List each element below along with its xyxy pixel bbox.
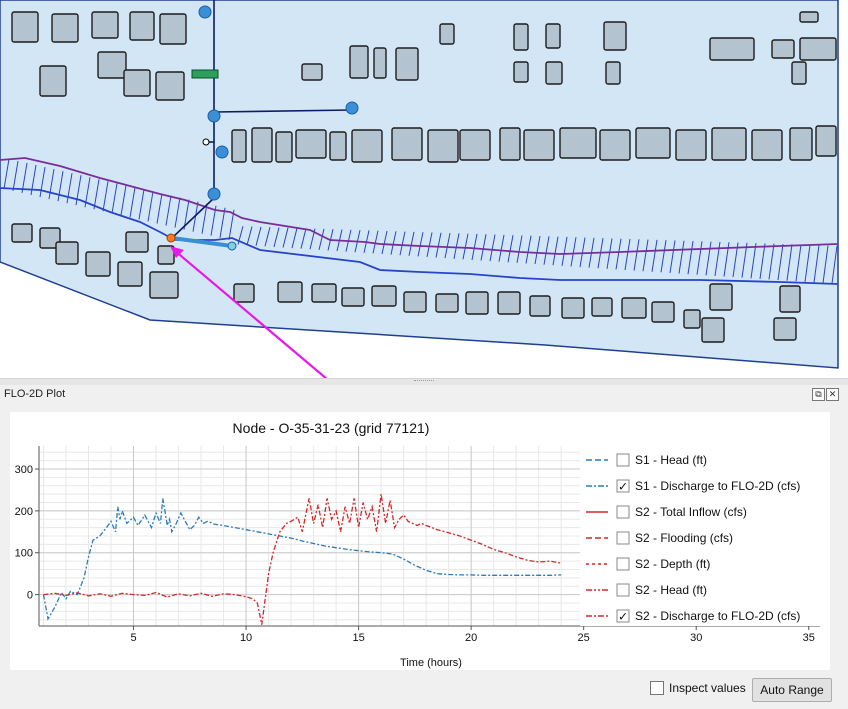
x-tick-label: 5 [130, 632, 136, 644]
plot-title: Node - O-35-31-23 (grid 77121) [233, 420, 430, 436]
legend-check-mark: ✓ [618, 480, 628, 494]
x-tick-label: 25 [578, 632, 590, 644]
legend-check-mark: ✓ [618, 610, 628, 624]
x-tick-label: 20 [465, 632, 477, 644]
inspect-values-label: Inspect values [669, 681, 746, 695]
x-tick-label: 30 [690, 632, 702, 644]
y-tick-label: 300 [15, 464, 33, 476]
x-tick-label: 10 [240, 632, 252, 644]
map-canvas[interactable] [0, 0, 848, 378]
legend-label[interactable]: S2 - Depth (ft) [635, 557, 710, 571]
legend-label[interactable]: S2 - Head (ft) [635, 583, 707, 597]
street-boundary-upper [0, 157, 839, 255]
pump-structure[interactable] [191, 69, 219, 79]
legend-checkbox[interactable] [616, 609, 630, 623]
y-tick-label: 100 [15, 548, 33, 560]
series-line-s2-discharge [43, 494, 562, 625]
plot-legend[interactable]: S1 - Head (ft) ✓ S1 - Discharge to FLO-2D … [580, 446, 820, 626]
legend-checkbox[interactable] [616, 479, 630, 493]
series-line-s1-discharge [42, 498, 562, 621]
legend-label[interactable]: S1 - Head (ft) [635, 453, 707, 467]
legend-label[interactable]: S2 - Total Inflow (cfs) [635, 505, 747, 519]
plot-series [42, 494, 562, 625]
auto-range-button[interactable]: Auto Range [752, 678, 832, 702]
map-svg[interactable] [0, 0, 848, 378]
float-panel-button[interactable]: ⧉ [812, 388, 825, 401]
x-tick-label: 15 [352, 632, 364, 644]
inlet-nodes[interactable] [198, 5, 359, 251]
street-cross-sections [3, 158, 838, 284]
x-axis-label: Time (hours) [400, 657, 462, 669]
legend-checkbox[interactable] [616, 453, 630, 467]
selected-node-marker[interactable] [166, 233, 176, 243]
inspect-values-checkbox[interactable]: Inspect values [650, 681, 746, 695]
legend-checkbox[interactable] [616, 557, 630, 571]
annotation-arrow [170, 246, 328, 378]
plot-area[interactable]: Node - O-35-31-23 (grid 77121) 5 10 15 20 25… [10, 412, 830, 670]
inspect-checkbox-box[interactable] [650, 681, 664, 695]
flo2d-plot-dock: FLO-2D Plot ⧉ ✕ Node - O-35-31-23 (grid … [0, 385, 848, 709]
y-tick-label: 0 [27, 590, 33, 602]
x-tick-label: 35 [803, 632, 815, 644]
legend-checkbox[interactable] [616, 505, 630, 519]
close-panel-button[interactable]: ✕ [826, 388, 839, 401]
plot-controls: Inspect values Auto Range [0, 677, 848, 705]
legend-label[interactable]: S2 - Discharge to FLO-2D (cfs) [635, 609, 800, 623]
flood-domain-area [0, 0, 839, 369]
splitter-grip[interactable] [414, 380, 434, 384]
legend-checkbox[interactable] [616, 583, 630, 597]
building-footprints [11, 11, 837, 343]
legend-checkbox[interactable] [616, 531, 630, 545]
legend-label[interactable]: S2 - Flooding (cfs) [635, 531, 733, 545]
dock-title: FLO-2D Plot [4, 388, 66, 400]
y-tick-label: 200 [15, 506, 33, 518]
street-boundary-lower [0, 187, 839, 285]
plot-svg[interactable]: Node - O-35-31-23 (grid 77121) 5 10 15 20 25… [10, 412, 830, 670]
legend-label[interactable]: S1 - Discharge to FLO-2D (cfs) [635, 479, 800, 493]
